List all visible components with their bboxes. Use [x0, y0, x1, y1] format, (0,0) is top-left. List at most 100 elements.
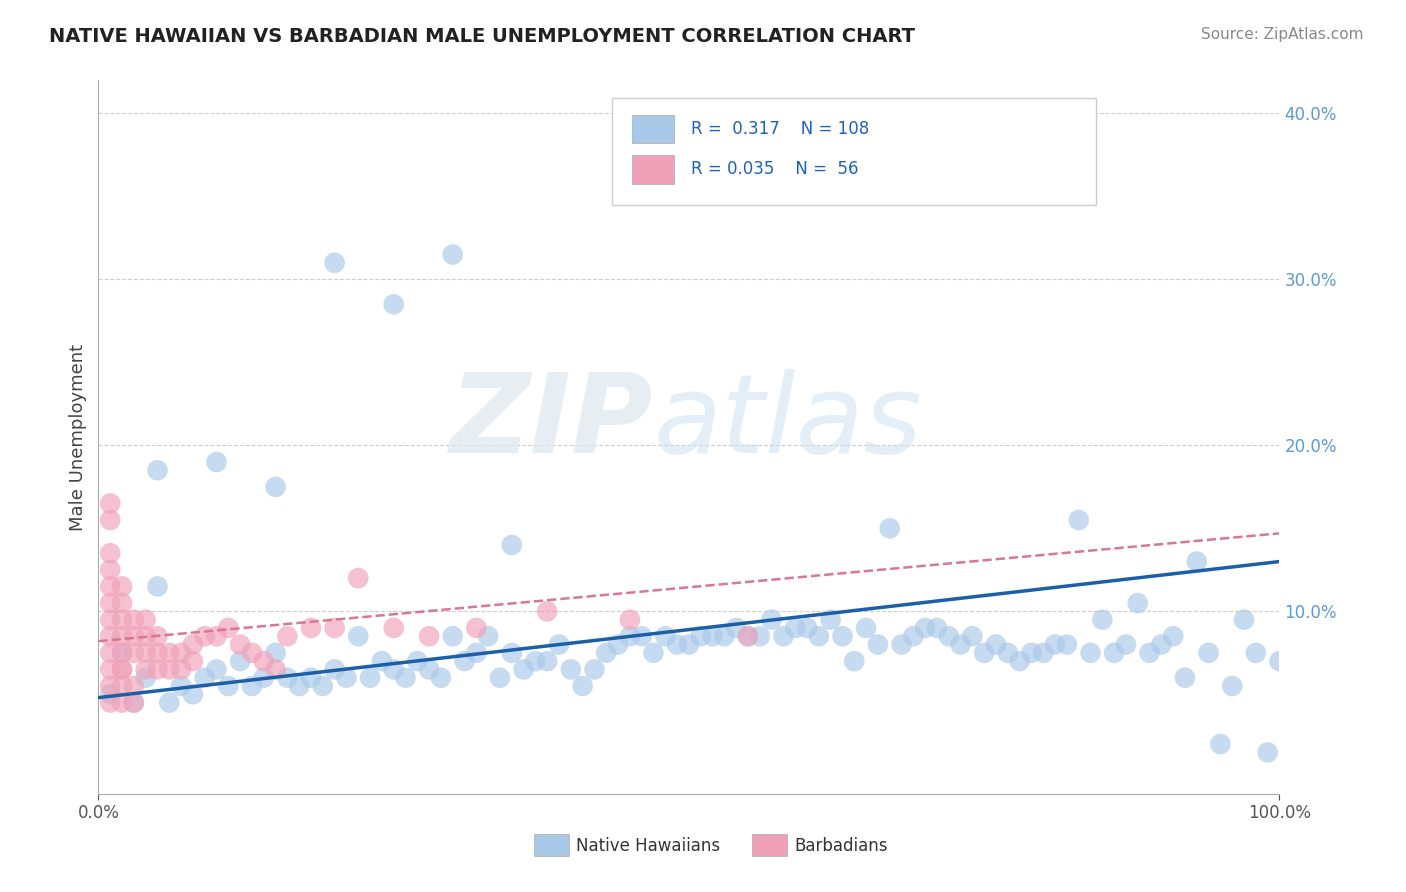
Point [205, 455, 228, 469]
Text: R =  0.317    N = 108: R = 0.317 N = 108 [692, 120, 869, 137]
Point [98, 613, 121, 627]
Point [157, 646, 180, 660]
Point [879, 521, 901, 535]
Point [276, 629, 298, 643]
Point [737, 629, 759, 643]
Point [217, 679, 239, 693]
Point [111, 646, 134, 660]
Point [135, 646, 157, 660]
Point [938, 629, 960, 643]
Point [135, 671, 157, 685]
Text: Source: ZipAtlas.com: Source: ZipAtlas.com [1201, 27, 1364, 42]
Point [984, 638, 1007, 652]
Point [1126, 596, 1149, 610]
Point [1268, 654, 1291, 668]
Point [689, 629, 711, 643]
Point [323, 662, 346, 676]
Point [98, 596, 121, 610]
Point [607, 638, 630, 652]
Point [98, 679, 121, 693]
Point [205, 629, 228, 643]
Point [1220, 679, 1243, 693]
Point [170, 646, 193, 660]
Point [347, 629, 370, 643]
Point [1032, 646, 1054, 660]
Point [229, 654, 252, 668]
Point [973, 646, 995, 660]
Point [217, 621, 239, 635]
Point [748, 629, 770, 643]
Point [1257, 745, 1279, 759]
Point [98, 629, 121, 643]
Point [299, 621, 322, 635]
Text: R = 0.035    N =  56: R = 0.035 N = 56 [692, 161, 859, 178]
Text: NATIVE HAWAIIAN VS BARBADIAN MALE UNEMPLOYMENT CORRELATION CHART: NATIVE HAWAIIAN VS BARBADIAN MALE UNEMPL… [49, 27, 915, 45]
Point [465, 646, 488, 660]
Point [111, 662, 134, 676]
FancyBboxPatch shape [633, 114, 673, 143]
Point [914, 621, 936, 635]
Point [560, 662, 582, 676]
Point [98, 579, 121, 593]
Point [157, 662, 180, 676]
Point [489, 671, 512, 685]
Point [111, 662, 134, 676]
Point [713, 629, 735, 643]
Point [890, 638, 912, 652]
Point [205, 662, 228, 676]
Point [135, 662, 157, 676]
Point [441, 629, 464, 643]
Point [630, 629, 652, 643]
Point [619, 629, 641, 643]
Point [501, 538, 523, 552]
Point [418, 662, 440, 676]
Point [1056, 638, 1078, 652]
Point [194, 671, 217, 685]
Point [253, 654, 276, 668]
Point [264, 646, 287, 660]
Point [962, 629, 984, 643]
Point [170, 679, 193, 693]
Point [122, 629, 145, 643]
Point [253, 671, 276, 685]
Point [1067, 513, 1090, 527]
Point [1233, 613, 1256, 627]
Point [98, 496, 121, 510]
Point [512, 662, 534, 676]
Point [98, 646, 121, 660]
Point [583, 662, 606, 676]
Point [240, 646, 263, 660]
Point [1115, 638, 1137, 652]
Point [111, 629, 134, 643]
Point [1021, 646, 1043, 660]
Point [441, 247, 464, 261]
Point [288, 679, 311, 693]
Point [323, 621, 346, 635]
Point [347, 571, 370, 585]
Point [820, 613, 842, 627]
Point [98, 513, 121, 527]
Point [1139, 646, 1161, 660]
Point [122, 613, 145, 627]
Point [170, 662, 193, 676]
Point [146, 662, 169, 676]
Point [264, 662, 287, 676]
Point [111, 679, 134, 693]
Point [524, 654, 547, 668]
Point [181, 687, 204, 701]
Point [1080, 646, 1102, 660]
Point [122, 696, 145, 710]
Point [571, 679, 593, 693]
Text: ZIP: ZIP [450, 369, 654, 476]
Point [855, 621, 877, 635]
Point [111, 596, 134, 610]
Point [997, 646, 1019, 660]
Point [866, 638, 889, 652]
FancyBboxPatch shape [612, 98, 1097, 205]
Point [394, 671, 416, 685]
Point [406, 654, 429, 668]
FancyBboxPatch shape [633, 155, 673, 184]
Point [477, 629, 499, 643]
Point [111, 646, 134, 660]
Point [264, 480, 287, 494]
